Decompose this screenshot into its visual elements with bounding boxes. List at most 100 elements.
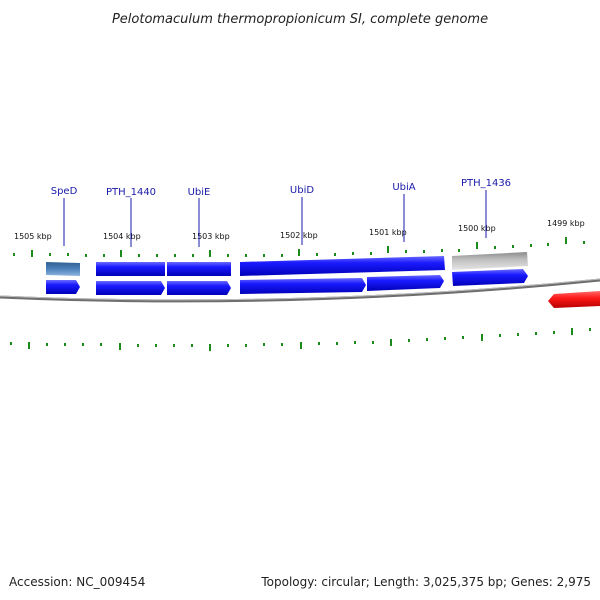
tick-mark <box>336 342 338 345</box>
tick-label: 1502 kbp <box>280 231 318 240</box>
tick-mark <box>571 328 573 335</box>
gene-sped <box>46 262 80 276</box>
gene-arrow <box>167 281 231 295</box>
tick-mark <box>245 344 247 347</box>
tick-mark <box>119 343 121 350</box>
gene-label-sped: SpeD <box>51 186 78 197</box>
tick-mark <box>354 341 356 344</box>
tick-mark <box>553 331 555 334</box>
tick-mark <box>263 343 265 346</box>
tick-mark <box>426 338 428 341</box>
tick-mark <box>281 254 283 257</box>
genome-backbone <box>0 278 600 303</box>
tick-mark <box>263 254 265 257</box>
tick-mark <box>408 339 410 342</box>
tick-mark <box>535 332 537 335</box>
tick-mark <box>444 337 446 340</box>
tick-mark <box>352 252 354 255</box>
tick-mark <box>517 333 519 336</box>
tick-label: 1501 kbp <box>369 228 407 237</box>
tick-label: 1503 kbp <box>192 232 230 241</box>
tick-mark <box>46 343 48 346</box>
tick-mark <box>82 343 84 346</box>
tick-mark <box>530 244 532 247</box>
tick-mark <box>462 336 464 339</box>
gene-label-pth-1436: PTH_1436 <box>461 178 511 189</box>
gene-pth-1440 <box>96 262 165 276</box>
genes-inner-lane <box>46 269 528 295</box>
gene-arrow <box>367 275 444 291</box>
tick-mark <box>100 343 102 346</box>
genome-backbone-shine <box>0 278 600 301</box>
tick-mark <box>547 243 549 246</box>
tick-mark <box>423 250 425 253</box>
tick-mark <box>67 253 69 256</box>
tick-mark <box>13 253 15 256</box>
tick-mark <box>458 249 460 252</box>
gene-arrow <box>46 280 80 294</box>
tick-mark <box>227 344 229 347</box>
tick-mark <box>387 246 389 253</box>
gene-ubie <box>167 262 231 276</box>
tick-label: 1504 kbp <box>103 232 141 241</box>
tick-mark <box>103 254 105 257</box>
map-title: Pelotomaculum thermopropionicum SI, comp… <box>112 12 488 27</box>
tick-mark <box>565 237 567 244</box>
tick-mark <box>138 254 140 257</box>
tick-mark <box>589 328 591 331</box>
tick-mark <box>481 334 483 341</box>
tick-mark <box>209 250 211 257</box>
tick-mark <box>137 344 139 347</box>
top-tick-row <box>13 237 585 257</box>
genes-outer-lane <box>46 252 528 276</box>
tick-mark <box>441 249 443 252</box>
tick-mark <box>227 254 229 257</box>
tick-mark <box>334 253 336 256</box>
tick-mark <box>174 254 176 257</box>
tick-mark <box>85 254 87 257</box>
tick-mark <box>583 241 585 244</box>
tick-mark <box>318 342 320 345</box>
gene-label-ubid: UbiD <box>290 185 314 196</box>
tick-mark <box>372 341 374 344</box>
tick-mark <box>155 344 157 347</box>
tick-mark <box>316 253 318 256</box>
tick-mark <box>494 246 496 249</box>
tick-mark <box>156 254 158 257</box>
tick-mark <box>192 254 194 257</box>
tick-mark <box>64 343 66 346</box>
tick-mark <box>209 344 211 351</box>
tick-mark <box>512 245 514 248</box>
tick-mark <box>499 334 501 337</box>
gene-arrow <box>96 281 165 295</box>
gene-arrow <box>452 269 528 286</box>
gene-pth-1436-outer <box>452 252 528 270</box>
tick-mark <box>31 250 33 257</box>
gene-ubid-outer <box>240 256 445 276</box>
gene-arrow <box>240 278 366 294</box>
tick-mark <box>28 342 30 349</box>
tick-mark <box>281 343 283 346</box>
gene-red-arrow <box>548 291 600 308</box>
tick-label: 1499 kbp <box>547 219 585 228</box>
genome-summary-text: Topology: circular; Length: 3,025,375 bp… <box>260 575 591 589</box>
tick-label: 1505 kbp <box>14 232 52 241</box>
gene-labels: SpeD PTH_1440 UbiE UbiD UbiA PTH_1436 <box>51 178 511 247</box>
tick-mark <box>245 254 247 257</box>
gene-label-pth-1440: PTH_1440 <box>106 187 156 198</box>
tick-mark <box>120 250 122 257</box>
tick-mark <box>405 250 407 253</box>
tick-mark <box>49 253 51 256</box>
tick-mark <box>298 249 300 256</box>
accession-text: Accession: NC_009454 <box>9 575 145 589</box>
tick-mark <box>10 342 12 345</box>
gene-label-ubie: UbiE <box>188 187 211 198</box>
tick-mark <box>390 339 392 346</box>
tick-mark <box>300 342 302 349</box>
tick-mark <box>191 344 193 347</box>
bottom-tick-row <box>10 328 591 351</box>
tick-mark <box>173 344 175 347</box>
tick-mark <box>476 242 478 249</box>
tick-mark <box>370 252 372 255</box>
